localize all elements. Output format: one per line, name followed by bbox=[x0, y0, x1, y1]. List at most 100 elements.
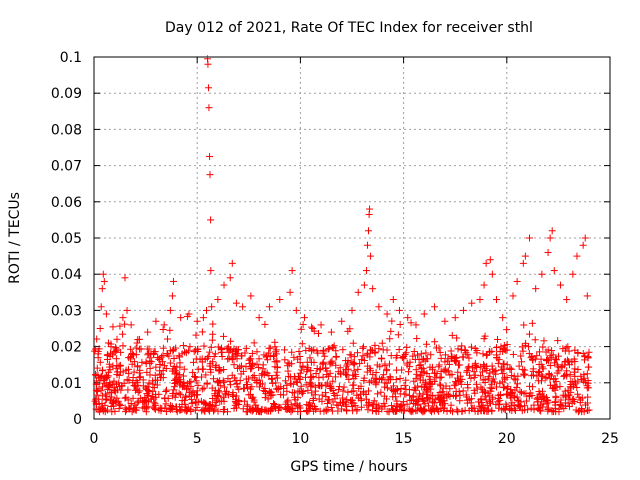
data-point bbox=[537, 407, 545, 415]
data-point bbox=[465, 362, 473, 370]
data-point bbox=[420, 310, 428, 318]
data-point bbox=[117, 386, 125, 394]
data-point bbox=[272, 348, 280, 356]
data-point bbox=[435, 407, 443, 415]
data-point bbox=[142, 404, 150, 412]
chart-title: Day 012 of 2021, Rate Of TEC Index for r… bbox=[165, 20, 533, 36]
data-point bbox=[432, 374, 440, 382]
data-point bbox=[293, 400, 301, 408]
data-point bbox=[282, 400, 290, 408]
data-point bbox=[563, 296, 571, 304]
data-point bbox=[261, 320, 269, 328]
data-point bbox=[144, 328, 152, 336]
data-point bbox=[585, 363, 593, 371]
data-point bbox=[548, 347, 556, 355]
data-point bbox=[531, 336, 539, 344]
data-point bbox=[191, 373, 199, 381]
data-point bbox=[526, 389, 534, 397]
data-point bbox=[207, 343, 215, 351]
data-point bbox=[193, 317, 201, 325]
data-point bbox=[324, 379, 332, 387]
data-point bbox=[226, 346, 234, 354]
data-point bbox=[289, 404, 297, 412]
data-point bbox=[492, 401, 500, 409]
data-point bbox=[544, 407, 552, 415]
data-point bbox=[394, 331, 402, 339]
data-point bbox=[529, 367, 537, 375]
data-point bbox=[273, 374, 281, 382]
data-point bbox=[412, 321, 420, 329]
data-point bbox=[511, 407, 519, 415]
data-point bbox=[395, 306, 403, 314]
data-point bbox=[413, 335, 421, 343]
data-point bbox=[468, 364, 476, 372]
data-point bbox=[376, 363, 384, 371]
data-point bbox=[212, 361, 220, 369]
data-point bbox=[550, 385, 558, 393]
data-point bbox=[408, 406, 416, 414]
data-point bbox=[371, 349, 379, 357]
data-point bbox=[540, 392, 548, 400]
data-point bbox=[551, 386, 559, 394]
data-point bbox=[232, 299, 240, 307]
data-point bbox=[145, 379, 153, 387]
data-point bbox=[477, 395, 485, 403]
grid-lines bbox=[94, 57, 610, 419]
data-point bbox=[575, 393, 583, 401]
data-point bbox=[536, 391, 544, 399]
data-point bbox=[550, 267, 558, 275]
data-point bbox=[187, 405, 195, 413]
data-point bbox=[317, 321, 325, 329]
data-point bbox=[386, 335, 394, 343]
data-point bbox=[400, 398, 408, 406]
data-point bbox=[452, 379, 460, 387]
data-point bbox=[415, 362, 423, 370]
data-point bbox=[417, 404, 425, 412]
data-point bbox=[103, 395, 111, 403]
data-point bbox=[204, 60, 212, 68]
data-point bbox=[208, 303, 216, 311]
data-point bbox=[569, 270, 577, 278]
data-point bbox=[550, 408, 558, 416]
data-point bbox=[265, 344, 273, 352]
data-point bbox=[241, 397, 249, 405]
data-point bbox=[485, 392, 493, 400]
data-point bbox=[526, 382, 534, 390]
data-point bbox=[441, 358, 449, 366]
data-point bbox=[270, 351, 278, 359]
y-tick-label: 0.02 bbox=[51, 340, 82, 356]
data-point bbox=[499, 314, 507, 322]
data-point bbox=[316, 407, 324, 415]
data-point bbox=[115, 382, 123, 390]
data-point bbox=[493, 383, 501, 391]
data-point bbox=[264, 395, 272, 403]
data-point bbox=[107, 403, 115, 411]
data-point bbox=[135, 373, 143, 381]
data-point bbox=[124, 386, 132, 394]
data-point bbox=[411, 355, 419, 363]
data-point bbox=[346, 351, 354, 359]
data-point bbox=[241, 349, 249, 357]
data-point bbox=[332, 373, 340, 381]
data-point bbox=[192, 377, 200, 385]
data-point bbox=[523, 397, 531, 405]
data-point bbox=[200, 384, 208, 392]
data-point bbox=[482, 259, 490, 267]
data-point bbox=[425, 373, 433, 381]
data-point bbox=[363, 368, 371, 376]
data-point bbox=[133, 385, 141, 393]
data-point bbox=[453, 357, 461, 365]
data-point bbox=[441, 317, 449, 325]
data-point bbox=[306, 354, 314, 362]
data-point bbox=[155, 355, 163, 363]
data-point bbox=[230, 345, 238, 353]
data-point bbox=[228, 259, 236, 267]
data-point bbox=[362, 267, 370, 275]
data-point bbox=[220, 281, 228, 289]
data-point bbox=[98, 367, 106, 375]
data-point bbox=[115, 379, 123, 387]
data-point bbox=[573, 383, 581, 391]
data-point bbox=[319, 373, 327, 381]
data-point bbox=[308, 389, 316, 397]
data-point bbox=[494, 359, 502, 367]
